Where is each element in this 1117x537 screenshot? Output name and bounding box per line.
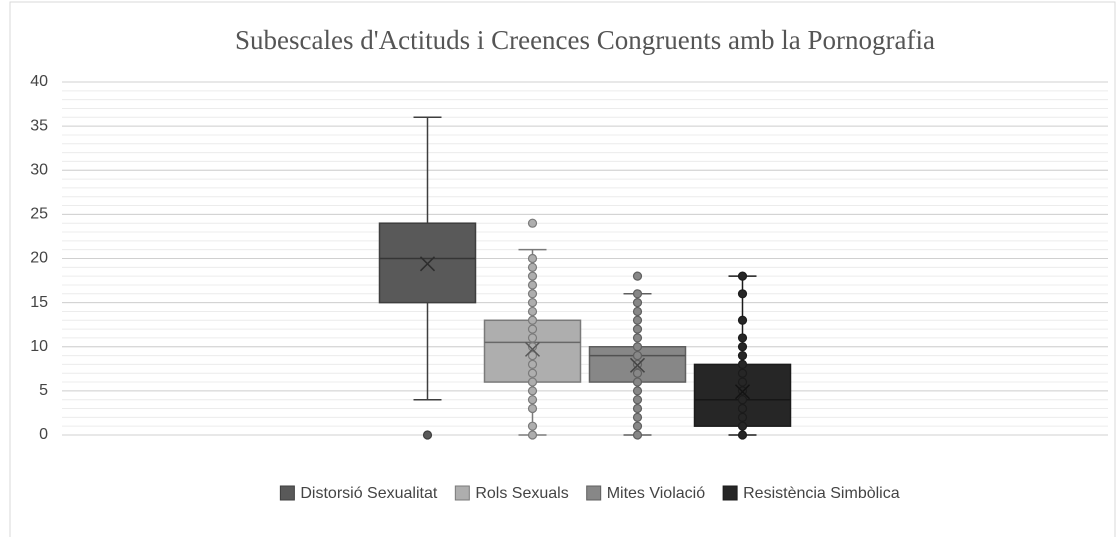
y-tick-label: 20 <box>30 250 48 267</box>
point <box>527 271 538 281</box>
y-tick-label: 40 <box>30 73 48 90</box>
point <box>737 271 748 281</box>
point <box>527 342 538 352</box>
point <box>632 421 643 431</box>
point <box>737 412 748 422</box>
legend-label: Resistència Simbòlica <box>743 485 900 502</box>
point <box>737 289 748 299</box>
point <box>527 253 538 264</box>
y-tick-label: 15 <box>30 294 48 311</box>
legend-label: Distorsió Sexualitat <box>300 485 438 502</box>
point <box>632 403 643 414</box>
point <box>632 395 643 405</box>
mean-marker <box>524 341 541 357</box>
point <box>527 262 538 272</box>
point <box>632 315 643 325</box>
point <box>527 315 538 325</box>
y-tick-label: 5 <box>39 382 48 399</box>
y-tick-label: 30 <box>30 161 48 178</box>
point <box>632 271 643 281</box>
point <box>527 298 538 308</box>
point <box>632 289 643 299</box>
legend-label: Rols Sexuals <box>475 485 568 502</box>
point <box>632 368 643 378</box>
point <box>737 377 748 387</box>
point <box>527 395 538 405</box>
point <box>737 333 748 343</box>
point <box>527 350 538 361</box>
point <box>737 368 748 378</box>
y-tick-label: 35 <box>30 117 48 134</box>
point <box>632 350 643 361</box>
point <box>737 421 748 431</box>
point <box>527 421 538 431</box>
point <box>632 377 643 387</box>
point <box>527 430 538 440</box>
y-tick-label: 25 <box>30 206 48 223</box>
point <box>527 368 538 378</box>
point <box>632 430 643 440</box>
point <box>632 333 643 343</box>
legend-swatch <box>454 485 470 501</box>
chart-border <box>9 1 1116 537</box>
point <box>632 298 643 308</box>
point <box>632 342 643 352</box>
point <box>527 403 538 414</box>
point <box>422 430 433 440</box>
point <box>632 412 643 422</box>
point <box>527 324 538 334</box>
point <box>527 289 538 299</box>
legend-swatch <box>586 485 602 501</box>
point <box>737 430 748 440</box>
point <box>527 306 538 317</box>
point <box>527 377 538 387</box>
legend-swatch <box>722 485 738 501</box>
point <box>632 324 643 334</box>
point <box>737 315 748 325</box>
point <box>737 350 748 361</box>
point <box>527 386 538 396</box>
y-tick-label: 10 <box>30 338 48 355</box>
point <box>737 342 748 352</box>
point <box>527 280 538 290</box>
point <box>632 386 643 396</box>
legend-label: Mites Violació <box>607 485 706 502</box>
point <box>632 306 643 317</box>
mean-marker <box>629 357 646 373</box>
y-tick-label: 0 <box>39 426 48 443</box>
point <box>737 395 748 405</box>
point <box>527 218 538 228</box>
point <box>527 359 538 369</box>
legend-swatch <box>279 485 295 501</box>
point <box>527 333 538 343</box>
mean-marker <box>419 256 436 272</box>
point <box>737 403 748 414</box>
chart-title: Subescales d'Actituds i Creences Congrue… <box>235 25 935 55</box>
point <box>737 359 748 369</box>
mean-marker <box>734 384 751 400</box>
